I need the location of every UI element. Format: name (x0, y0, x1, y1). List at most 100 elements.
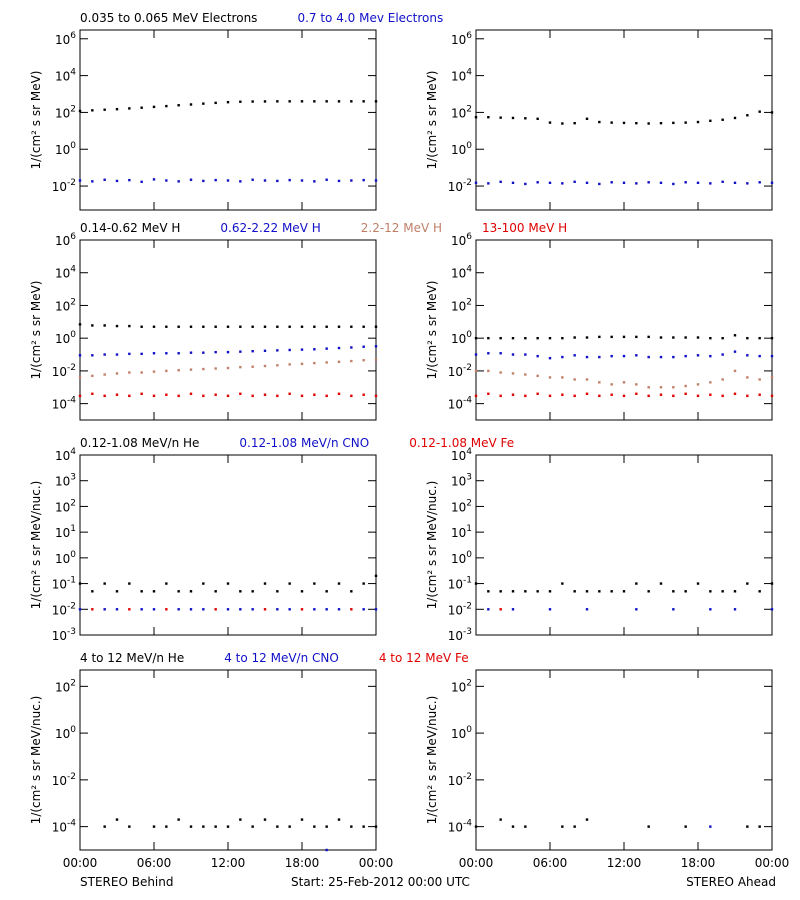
data-point (746, 114, 749, 117)
data-point (189, 351, 193, 354)
data-point (214, 825, 217, 828)
y-tick-label: 106 (451, 31, 472, 47)
data-point (709, 354, 712, 358)
y-tick-base: 10 (451, 727, 466, 741)
data-point (103, 353, 106, 356)
data-point (263, 100, 267, 103)
data-point (251, 100, 254, 103)
y-tick-exponent: 4 (466, 68, 472, 78)
data-point (770, 582, 774, 585)
data-point (325, 178, 328, 181)
data-point (524, 336, 527, 340)
data-point (362, 359, 365, 362)
y-tick-exponent: 6 (466, 31, 472, 41)
y-axis-label: 1/(cm² s sr MeV) (425, 71, 439, 170)
data-point (202, 351, 205, 354)
data-point (288, 392, 291, 395)
y-tick-base: 10 (451, 475, 466, 489)
y-tick-label: 100 (451, 725, 472, 741)
y-axis-label: 1/(cm² s sr MeV) (425, 281, 439, 380)
data-point (622, 181, 626, 185)
data-point (300, 325, 304, 328)
y-tick-exponent: 2 (70, 498, 76, 508)
data-point (251, 178, 254, 181)
data-point (622, 381, 626, 384)
legend-entry: 0.035 to 0.065 MeV Electrons (80, 11, 257, 25)
data-point (288, 178, 291, 182)
data-point (239, 325, 242, 328)
data-point (177, 394, 180, 398)
data-point (524, 394, 527, 398)
y-tick-base: 10 (55, 449, 70, 463)
data-point (721, 118, 724, 121)
data-point (746, 582, 749, 585)
y-tick-exponent: -2 (463, 178, 472, 188)
data-point (635, 182, 638, 185)
data-point (746, 182, 749, 185)
y-tick-label: 10-2 (448, 601, 472, 617)
y-tick-exponent: -1 (67, 576, 76, 586)
data-point (474, 181, 478, 185)
data-point (263, 349, 267, 352)
data-point (524, 373, 527, 376)
data-point (91, 180, 94, 183)
data-point (487, 336, 490, 340)
data-point (263, 179, 267, 182)
data-point (214, 325, 217, 328)
y-tick-label: 106 (451, 232, 472, 248)
data-point (350, 394, 353, 398)
y-tick-label: 101 (451, 524, 472, 540)
data-point (672, 608, 675, 611)
data-point (585, 181, 589, 185)
data-point (487, 182, 490, 185)
data-point (152, 608, 156, 611)
data-point (152, 825, 156, 828)
data-point (374, 325, 378, 328)
data-point (585, 608, 589, 611)
legend-entry: 4 to 12 MeV/n He (80, 651, 184, 665)
data-point (536, 392, 539, 395)
data-point (152, 325, 156, 328)
data-point (226, 366, 230, 370)
data-point (362, 393, 365, 396)
y-tick-base: 10 (451, 552, 466, 566)
data-point (696, 354, 700, 357)
y-tick-exponent: 0 (70, 141, 76, 151)
data-point (622, 354, 626, 358)
data-point (659, 121, 663, 125)
y-tick-label: 100 (451, 141, 472, 157)
data-point (128, 394, 131, 398)
data-point (598, 335, 601, 339)
data-point (733, 334, 737, 337)
data-point (350, 359, 353, 363)
data-point (758, 825, 761, 828)
data-point (91, 354, 94, 357)
data-point (524, 182, 527, 186)
y-tick-base: 10 (451, 680, 466, 694)
data-point (103, 178, 106, 181)
data-point (709, 825, 712, 828)
legend-entry: 0.14-0.62 MeV H (80, 221, 180, 235)
legend-entry: 0.12-1.08 MeV/n He (80, 436, 199, 450)
data-point (313, 825, 316, 828)
y-tick-exponent: 6 (466, 232, 472, 242)
data-point (733, 369, 737, 373)
data-point (350, 346, 353, 349)
y-tick-exponent: -2 (67, 772, 76, 782)
data-point (573, 121, 576, 125)
data-point (337, 179, 341, 183)
y-tick-exponent: 1 (466, 524, 472, 534)
y-tick-exponent: 2 (466, 678, 472, 688)
data-point (337, 608, 341, 611)
y-tick-label: 102 (55, 498, 76, 514)
data-point (337, 818, 341, 821)
y-tick-label: 100 (55, 725, 76, 741)
data-point (202, 179, 205, 183)
data-point (647, 394, 650, 398)
data-point (524, 353, 527, 356)
data-point (115, 818, 119, 821)
data-point (189, 325, 193, 328)
data-point (128, 371, 131, 374)
y-tick-base: 10 (448, 398, 463, 412)
